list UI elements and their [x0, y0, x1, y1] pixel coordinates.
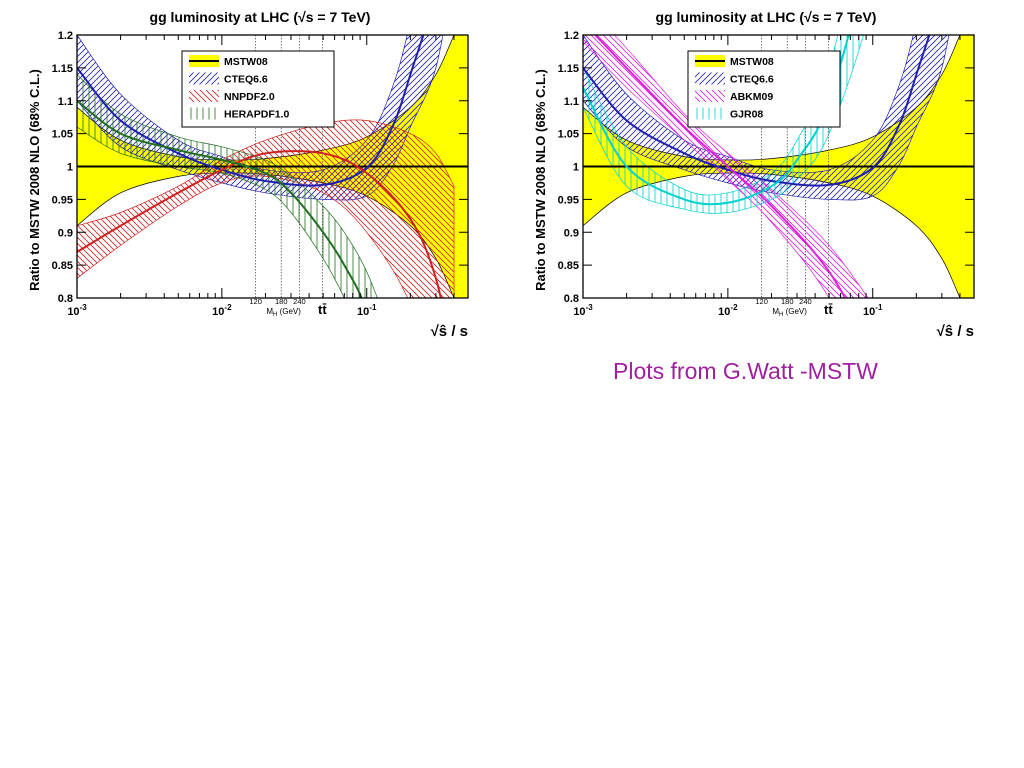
legend-swatch — [189, 90, 219, 102]
mass-axis-label: MH (GeV) — [772, 307, 807, 318]
legend-label: MSTW08 — [730, 56, 774, 68]
y-tick-label: 1.1 — [564, 96, 579, 108]
y-tick-label: 1.05 — [52, 129, 73, 141]
plot-content — [583, 35, 974, 298]
x-tick-label: 10-1 — [863, 303, 883, 318]
y-tick-label: 0.9 — [564, 227, 579, 239]
y-tick-label: 0.85 — [52, 260, 73, 272]
legend-label: HERAPDF1.0 — [224, 109, 290, 121]
x-tick-label: 10-1 — [357, 303, 377, 318]
right-chart-panel: 120 180 240 MH (GeV) tt̄ 0.8 0.85 0.9 0.95 1 1.05 1… — [526, 0, 1006, 345]
legend-label: NNPDF2.0 — [224, 91, 275, 103]
y-tick-label: 1.2 — [564, 30, 579, 42]
legend: MSTW08 CTEQ6.6 NNPDF2.0 HERAPDF1.0 — [181, 50, 335, 128]
legend-label: MSTW08 — [224, 56, 268, 68]
y-tick-label: 1 — [573, 162, 579, 174]
band-herapdf1-0 — [77, 74, 378, 298]
y-tick-label: 1.05 — [558, 129, 579, 141]
y-tick-label: 0.95 — [558, 194, 579, 206]
line-nnpdf2-0 — [77, 150, 442, 298]
x-tick-label: 10-3 — [573, 303, 593, 318]
mass-marker-label: 120 — [249, 297, 262, 306]
chart-title: gg luminosity at LHC (√s = 7 TeV) — [656, 9, 877, 25]
y-axis-label: Ratio to MSTW 2008 NLO (68% C.L.) — [27, 69, 42, 291]
ttbar-label: tt̄ — [318, 302, 327, 317]
mass-axis-label: MH (GeV) — [266, 307, 301, 318]
ttbar-label: tt̄ — [824, 302, 833, 317]
y-tick-label: 1.15 — [558, 63, 579, 75]
x-axis-label: √ŝ / s — [937, 323, 974, 340]
y-tick-label: 1.1 — [58, 96, 73, 108]
y-tick-label: 1 — [67, 162, 73, 174]
mass-marker-label: 120 — [755, 297, 768, 306]
x-tick-label: 10-2 — [718, 303, 738, 318]
legend-swatch — [189, 72, 219, 85]
plot-frame — [582, 34, 975, 299]
legend-label: ABKM09 — [730, 91, 773, 103]
legend-swatch — [695, 90, 725, 102]
band-gjr08 — [583, 35, 864, 214]
legend-label: CTEQ6.6 — [730, 74, 774, 86]
mass-marker-label: 240 — [293, 297, 306, 306]
y-tick-label: 0.85 — [558, 260, 579, 272]
chart-title: gg luminosity at LHC (√s = 7 TeV) — [150, 9, 371, 25]
x-axis-label: √ŝ / s — [431, 323, 468, 340]
plot-content — [77, 35, 468, 298]
legend: MSTW08 CTEQ6.6 ABKM09 GJR08 — [687, 50, 841, 128]
plot-frame — [76, 34, 469, 299]
mass-marker-label: 240 — [799, 297, 812, 306]
legend-swatch — [695, 72, 725, 85]
plot-credit: Plots from G.Watt -MSTW — [613, 358, 878, 384]
line-cteq6-6 — [77, 35, 425, 187]
legend-label: CTEQ6.6 — [224, 74, 268, 86]
left-chart-panel: 120 180 240 MH (GeV) tt̄ 0.8 0.85 0.9 0.95 1 1.05 1… — [20, 0, 500, 345]
mass-marker-label: 180 — [275, 297, 288, 306]
y-tick-label: 0.8 — [564, 293, 579, 305]
y-tick-label: 0.95 — [52, 194, 73, 206]
legend-swatch — [189, 107, 219, 120]
x-tick-label: 10-2 — [212, 303, 232, 318]
legend-swatch — [695, 107, 725, 120]
line-abkm09 — [594, 35, 847, 298]
line-gjr08 — [583, 35, 850, 206]
y-tick-label: 0.9 — [58, 227, 73, 239]
y-axis-label: Ratio to MSTW 2008 NLO (68% C.L.) — [533, 69, 548, 291]
x-tick-label: 10-3 — [67, 303, 87, 318]
y-tick-label: 0.8 — [58, 293, 73, 305]
y-tick-label: 1.15 — [52, 63, 73, 75]
legend-label: GJR08 — [730, 109, 763, 121]
mass-marker-label: 180 — [781, 297, 794, 306]
line-cteq6-6 — [583, 35, 931, 187]
y-tick-label: 1.2 — [58, 30, 73, 42]
